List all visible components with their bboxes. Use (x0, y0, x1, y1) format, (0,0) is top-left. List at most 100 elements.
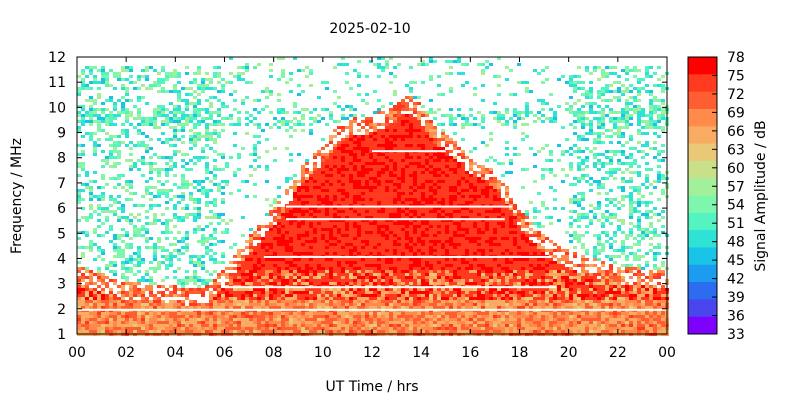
heatmap-cell (321, 201, 325, 204)
heatmap-cell (249, 114, 253, 117)
heatmap-cell (369, 174, 373, 177)
heatmap-cell (137, 159, 141, 162)
heatmap-cell (221, 306, 225, 309)
heatmap-cell (113, 282, 117, 285)
heatmap-cell (305, 264, 309, 267)
heatmap-cell (365, 270, 369, 273)
heatmap-cell (389, 219, 393, 222)
heatmap-cell (429, 222, 433, 225)
heatmap-cell (389, 237, 393, 240)
heatmap-cell (329, 270, 333, 273)
heatmap-cell (305, 213, 309, 216)
heatmap-cell (205, 330, 209, 333)
heatmap-cell (89, 81, 93, 84)
heatmap-cell (285, 273, 289, 276)
heatmap-cell (261, 264, 265, 267)
heatmap-cell (133, 285, 137, 288)
heatmap-cell (361, 246, 365, 249)
heatmap-cell (249, 234, 253, 237)
heatmap-cell (365, 315, 369, 318)
heatmap-cell (397, 303, 401, 306)
heatmap-cell (405, 276, 409, 279)
heatmap-cell (257, 327, 261, 330)
heatmap-cell (369, 117, 373, 120)
heatmap-cell (89, 189, 93, 192)
heatmap-cell (321, 312, 325, 315)
heatmap-cell (221, 84, 225, 87)
heatmap-cell (385, 189, 389, 192)
heatmap-cell (417, 153, 421, 156)
heatmap-cell (221, 180, 225, 183)
heatmap-cell (385, 267, 389, 270)
heatmap-cell (213, 150, 217, 153)
heatmap-cell (189, 129, 193, 132)
heatmap-cell (269, 231, 273, 234)
heatmap-cell (245, 261, 249, 264)
heatmap-cell (241, 102, 245, 105)
heatmap-cell (213, 312, 217, 315)
heatmap-cell (333, 300, 337, 303)
heatmap-cell (353, 306, 357, 309)
heatmap-cell (389, 264, 393, 267)
heatmap-cell (393, 66, 397, 69)
heatmap-cell (373, 267, 377, 270)
heatmap-cell (401, 300, 405, 303)
heatmap-cell (169, 120, 173, 123)
heatmap-cell (377, 312, 381, 315)
heatmap-cell (397, 324, 401, 327)
heatmap-cell (337, 282, 341, 285)
heatmap-cell (401, 156, 405, 159)
heatmap-cell (101, 258, 105, 261)
heatmap-cell (341, 258, 345, 261)
heatmap-cell (253, 159, 257, 162)
heatmap-cell (301, 306, 305, 309)
heatmap-cell (341, 243, 345, 246)
heatmap-cell (409, 144, 413, 147)
heatmap-cell (397, 123, 401, 126)
heatmap-cell (89, 282, 93, 285)
heatmap-cell (141, 69, 145, 72)
heatmap-cell (169, 198, 173, 201)
heatmap-cell (161, 246, 165, 249)
heatmap-cell (269, 69, 273, 72)
heatmap-cell (85, 294, 89, 297)
heatmap-cell (377, 306, 381, 309)
heatmap-cell (425, 210, 429, 213)
heatmap-cell (413, 126, 417, 129)
heatmap-cell (341, 57, 345, 60)
heatmap-cell (313, 327, 317, 330)
heatmap-cell (405, 219, 409, 222)
heatmap-cell (125, 90, 129, 93)
heatmap-cell (357, 165, 361, 168)
heatmap-cell (221, 219, 225, 222)
heatmap-cell (349, 168, 353, 171)
heatmap-cell (165, 171, 169, 174)
heatmap-cell (213, 321, 217, 324)
heatmap-cell (133, 144, 137, 147)
heatmap-cell (185, 246, 189, 249)
heatmap-cell (349, 192, 353, 195)
heatmap-cell (405, 306, 409, 309)
heatmap-cell (141, 303, 145, 306)
heatmap-cell (201, 303, 205, 306)
heatmap-cell (137, 294, 141, 297)
heatmap-cell (221, 231, 225, 234)
heatmap-cell (381, 276, 385, 279)
heatmap-cell (309, 69, 313, 72)
heatmap-cell (97, 294, 101, 297)
heatmap-cell (229, 330, 233, 333)
heatmap-cell (329, 237, 333, 240)
heatmap-cell (201, 156, 205, 159)
heatmap-cell (397, 204, 401, 207)
heatmap-cell (265, 138, 269, 141)
heatmap-cell (145, 312, 149, 315)
heatmap-cell (329, 114, 333, 117)
heatmap-cell (305, 189, 309, 192)
heatmap-cell (333, 249, 337, 252)
heatmap-cell (373, 312, 377, 315)
heatmap-cell (397, 138, 401, 141)
heatmap-cell (309, 252, 313, 255)
heatmap-cell (417, 318, 421, 321)
heatmap-cell (205, 201, 209, 204)
heatmap-cell (417, 288, 421, 291)
